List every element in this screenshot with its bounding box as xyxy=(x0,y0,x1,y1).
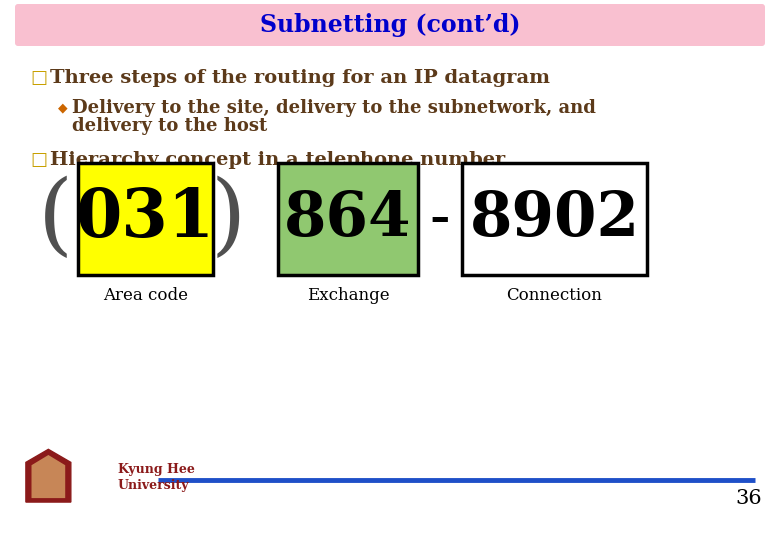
Text: □: □ xyxy=(30,151,47,169)
Text: □: □ xyxy=(30,69,47,87)
Text: ): ) xyxy=(211,176,246,262)
Text: University: University xyxy=(118,478,190,491)
Text: 8902: 8902 xyxy=(470,189,640,249)
Text: Three steps of the routing for an IP datagram: Three steps of the routing for an IP dat… xyxy=(50,69,550,87)
Text: Subnetting (cont’d): Subnetting (cont’d) xyxy=(260,13,520,37)
Polygon shape xyxy=(31,455,66,498)
Text: Exchange: Exchange xyxy=(307,287,389,303)
FancyBboxPatch shape xyxy=(15,4,765,46)
Text: Delivery to the site, delivery to the subnetwork, and: Delivery to the site, delivery to the su… xyxy=(72,99,596,117)
Text: 031: 031 xyxy=(76,186,215,252)
Polygon shape xyxy=(26,449,71,502)
Text: -: - xyxy=(430,189,450,249)
FancyBboxPatch shape xyxy=(78,163,213,275)
FancyBboxPatch shape xyxy=(278,163,418,275)
Text: (: ( xyxy=(37,176,73,262)
Text: 864: 864 xyxy=(284,189,412,249)
Text: Area code: Area code xyxy=(103,287,188,303)
Text: Connection: Connection xyxy=(506,287,602,303)
Text: ◆: ◆ xyxy=(58,102,68,114)
Text: Hierarchy concept in a telephone number: Hierarchy concept in a telephone number xyxy=(50,151,505,169)
Text: 36: 36 xyxy=(736,489,762,508)
FancyBboxPatch shape xyxy=(462,163,647,275)
Text: delivery to the host: delivery to the host xyxy=(72,117,268,135)
Text: Kyung Hee: Kyung Hee xyxy=(118,463,195,476)
